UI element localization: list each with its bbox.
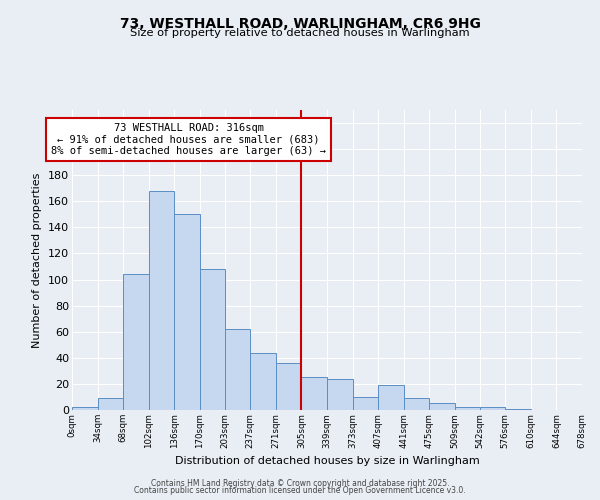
Text: 73, WESTHALL ROAD, WARLINGHAM, CR6 9HG: 73, WESTHALL ROAD, WARLINGHAM, CR6 9HG	[119, 18, 481, 32]
Bar	[505, 408, 531, 410]
Bar	[250, 352, 276, 410]
Bar	[327, 378, 353, 410]
Bar	[430, 404, 455, 410]
Bar	[378, 385, 404, 410]
Bar	[479, 408, 505, 410]
X-axis label: Distribution of detached houses by size in Warlingham: Distribution of detached houses by size …	[175, 456, 479, 466]
Bar	[123, 274, 149, 410]
Bar	[98, 398, 123, 410]
Bar	[224, 329, 250, 410]
Text: Contains HM Land Registry data © Crown copyright and database right 2025.: Contains HM Land Registry data © Crown c…	[151, 478, 449, 488]
Bar	[353, 397, 378, 410]
Bar	[301, 378, 327, 410]
Bar	[404, 398, 430, 410]
Bar	[175, 214, 200, 410]
Text: 73 WESTHALL ROAD: 316sqm
← 91% of detached houses are smaller (683)
8% of semi-d: 73 WESTHALL ROAD: 316sqm ← 91% of detach…	[51, 123, 326, 156]
Text: Size of property relative to detached houses in Warlingham: Size of property relative to detached ho…	[130, 28, 470, 38]
Bar	[455, 408, 481, 410]
Bar	[149, 191, 175, 410]
Bar	[276, 363, 301, 410]
Bar	[72, 408, 98, 410]
Bar	[200, 269, 226, 410]
Y-axis label: Number of detached properties: Number of detached properties	[32, 172, 43, 348]
Text: Contains public sector information licensed under the Open Government Licence v3: Contains public sector information licen…	[134, 486, 466, 495]
